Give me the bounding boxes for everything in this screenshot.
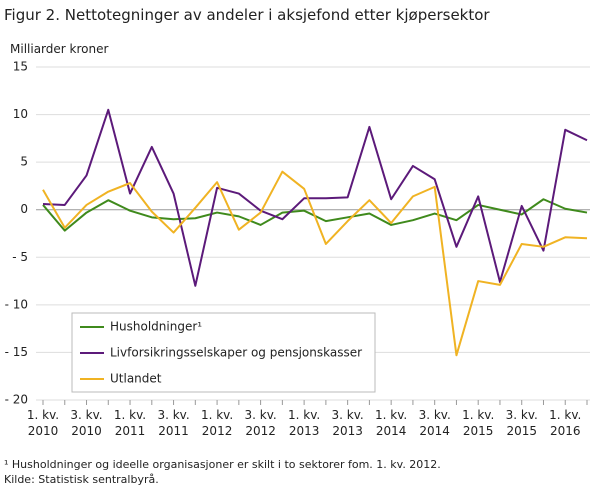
legend-label: Husholdninger¹	[110, 320, 202, 334]
x-tick-label: 1. kv. 2010	[26, 408, 60, 438]
legend-box	[71, 312, 376, 393]
chart-title: Figur 2. Nettotegninger av andeler i aks…	[4, 6, 490, 24]
y-tick-label: 0	[20, 202, 28, 216]
x-tick-label: 3. kv. 2010	[70, 408, 103, 438]
y-tick-label: - 5	[12, 250, 28, 264]
legend-label: Utlandet	[110, 372, 162, 386]
legend-label: Livforsikringsselskaper og pensjonskasse…	[110, 346, 362, 360]
y-tick-label: - 10	[5, 297, 28, 311]
x-tick-label: 3. kv. 2014	[418, 408, 451, 438]
x-tick-label: 1. kv. 2014	[375, 408, 408, 438]
series-line	[42, 170, 588, 357]
y-tick-label: - 20	[5, 393, 28, 407]
x-tick-label: 1. kv. 2015	[462, 408, 495, 438]
x-tick-label: 3. kv. 2015	[505, 408, 538, 438]
y-tick-label: 15	[13, 60, 28, 74]
y-tick-label: 5	[20, 155, 28, 169]
x-tick-label: 3. kv. 2011	[157, 408, 190, 438]
y-tick-label: 10	[13, 107, 28, 121]
source: Kilde: Statistisk sentralbyrå.	[4, 473, 159, 486]
footnote: ¹ Husholdninger og ideelle organisasjone…	[4, 458, 441, 471]
series-line	[42, 108, 588, 287]
x-tick-label: 1. kv. 2012	[200, 408, 234, 438]
x-tick-label: 3. kv. 2013	[331, 408, 364, 438]
x-tick-label: 1. kv. 2016	[549, 408, 582, 438]
x-tick-label: 1. kv. 2013	[288, 408, 321, 438]
x-tick-label: 3. kv. 2012	[244, 408, 277, 438]
y-axis-label: Milliarder kroner	[10, 42, 109, 56]
x-tick-label: 1. kv. 2011	[113, 408, 147, 438]
y-tick-label: - 15	[5, 345, 28, 359]
